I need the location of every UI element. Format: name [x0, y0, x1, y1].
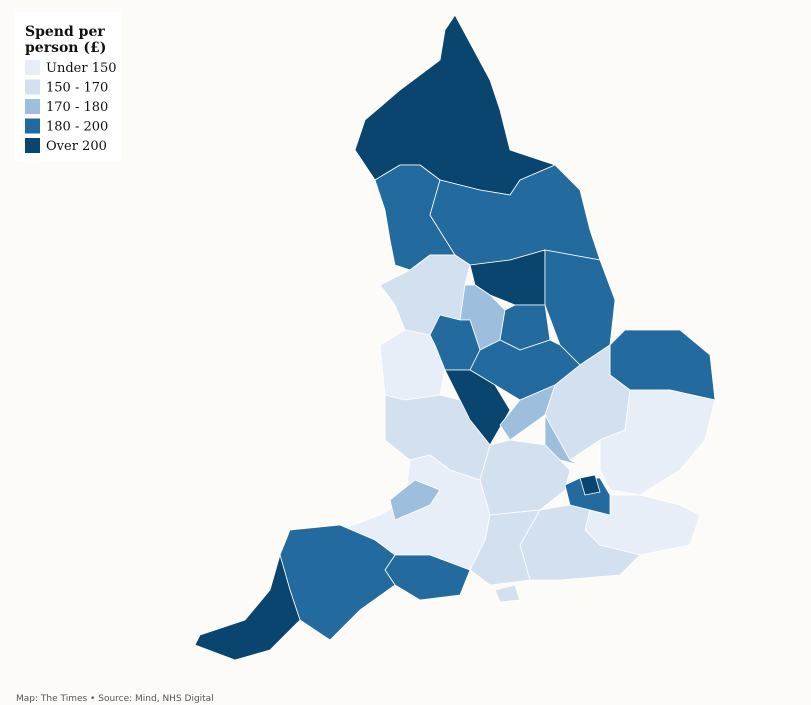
region — [499, 384, 556, 441]
legend-swatch — [25, 118, 40, 134]
legend-swatch — [25, 99, 40, 114]
regions — [194, 14, 716, 661]
region — [194, 554, 301, 661]
region — [384, 394, 491, 481]
legend-label: 170 - 180 — [46, 100, 108, 115]
region — [494, 584, 521, 603]
legend-swatch — [25, 138, 40, 153]
legend-swatch — [25, 79, 40, 95]
legend-label: 180 - 200 — [46, 120, 108, 135]
legend: Under 150 150 - 170 170 - 180 180 - 200 Over… — [25, 60, 117, 154]
legend-title: Spend per — [25, 24, 105, 40]
source: Map: The Times • Source: Mind, NHS Digit… — [16, 694, 214, 704]
region — [579, 474, 601, 496]
legend-swatch — [25, 60, 40, 75]
legend-label: Over 200 — [46, 139, 107, 154]
legend-label: 150 - 170 — [46, 81, 108, 96]
legend-title: person (£) — [25, 40, 106, 56]
region — [544, 414, 581, 466]
region — [354, 14, 556, 196]
legend-label: Under 150 — [46, 61, 117, 76]
region — [389, 479, 441, 521]
